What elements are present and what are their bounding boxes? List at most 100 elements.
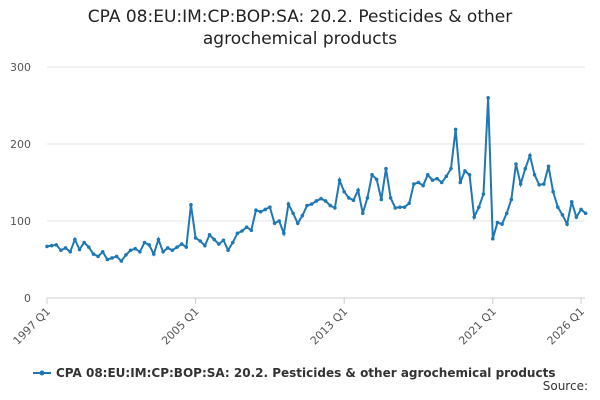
- point: [152, 252, 156, 256]
- y-tick-label: 0: [24, 292, 31, 305]
- point: [365, 196, 370, 200]
- point: [295, 221, 300, 226]
- point: [407, 201, 411, 206]
- point: [384, 166, 388, 171]
- point: [305, 203, 309, 208]
- point: [170, 248, 175, 253]
- point: [398, 205, 402, 209]
- point: [114, 254, 119, 259]
- point: [128, 248, 133, 253]
- point: [458, 180, 463, 185]
- point: [263, 207, 268, 212]
- point: [374, 177, 379, 182]
- point: [551, 189, 555, 194]
- point: [272, 221, 277, 226]
- point: [416, 180, 421, 185]
- point: [68, 250, 73, 254]
- point: [574, 215, 579, 219]
- point: [175, 245, 179, 249]
- point: [184, 245, 189, 249]
- y-tick-label: 300: [10, 61, 31, 74]
- point: [82, 240, 86, 245]
- x-tick-label: 2013 Q1: [308, 305, 351, 348]
- point: [138, 250, 142, 254]
- legend-label: CPA 08:EU:IM:CP:BOP:SA: 20.2. Pesticides…: [56, 366, 555, 380]
- point: [63, 246, 68, 250]
- point: [435, 176, 439, 181]
- point: [402, 205, 407, 209]
- point: [198, 239, 203, 243]
- point: [249, 228, 254, 233]
- source: Source:: [543, 379, 588, 393]
- point: [555, 205, 560, 209]
- point: [509, 197, 514, 202]
- point: [49, 243, 54, 248]
- point: [583, 211, 588, 216]
- point: [54, 243, 59, 247]
- point: [314, 199, 319, 203]
- point: [500, 222, 504, 226]
- point: [333, 206, 337, 210]
- point: [124, 253, 128, 257]
- point: [254, 208, 258, 213]
- point: [518, 182, 523, 186]
- line: [46, 97, 587, 263]
- point: [309, 202, 314, 206]
- point: [323, 199, 328, 203]
- point: [463, 169, 467, 173]
- point: [467, 173, 472, 177]
- point: [370, 173, 374, 177]
- point: [147, 243, 151, 247]
- point: [449, 166, 453, 171]
- point: [504, 211, 509, 216]
- point: [86, 245, 91, 249]
- point: [439, 180, 444, 185]
- point: [477, 205, 481, 209]
- point: [356, 188, 360, 192]
- point: [495, 220, 500, 225]
- point: [105, 257, 110, 262]
- point: [217, 242, 221, 246]
- point: [453, 127, 458, 132]
- legend-marker: [39, 370, 45, 376]
- point: [73, 237, 77, 242]
- point: [165, 246, 170, 250]
- point: [393, 206, 398, 210]
- point: [291, 211, 295, 216]
- point: [490, 236, 495, 241]
- point: [537, 183, 542, 187]
- point: [472, 215, 477, 219]
- point: [444, 174, 449, 179]
- point: [412, 182, 416, 186]
- point: [546, 164, 551, 169]
- point: [351, 198, 356, 203]
- point: [481, 192, 486, 196]
- point: [347, 196, 351, 200]
- x-tick-label: 2026 Q1: [545, 305, 588, 348]
- point: [226, 248, 230, 253]
- point: [161, 250, 165, 254]
- point: [532, 173, 537, 177]
- point: [179, 242, 184, 246]
- point: [221, 238, 226, 243]
- point: [96, 254, 100, 259]
- point: [133, 246, 138, 251]
- point: [569, 199, 574, 204]
- point: [244, 225, 249, 229]
- x-tick-label: 1997 Q1: [11, 305, 54, 348]
- point: [282, 231, 286, 236]
- point: [268, 205, 272, 209]
- point: [258, 209, 263, 214]
- point: [193, 236, 198, 240]
- point: [142, 240, 147, 245]
- point: [528, 153, 532, 158]
- point: [45, 244, 49, 249]
- point: [119, 259, 124, 263]
- point: [379, 197, 384, 202]
- point: [277, 219, 281, 223]
- x-tick-label: 2005 Q1: [159, 305, 202, 348]
- point: [579, 207, 583, 212]
- point: [100, 250, 105, 254]
